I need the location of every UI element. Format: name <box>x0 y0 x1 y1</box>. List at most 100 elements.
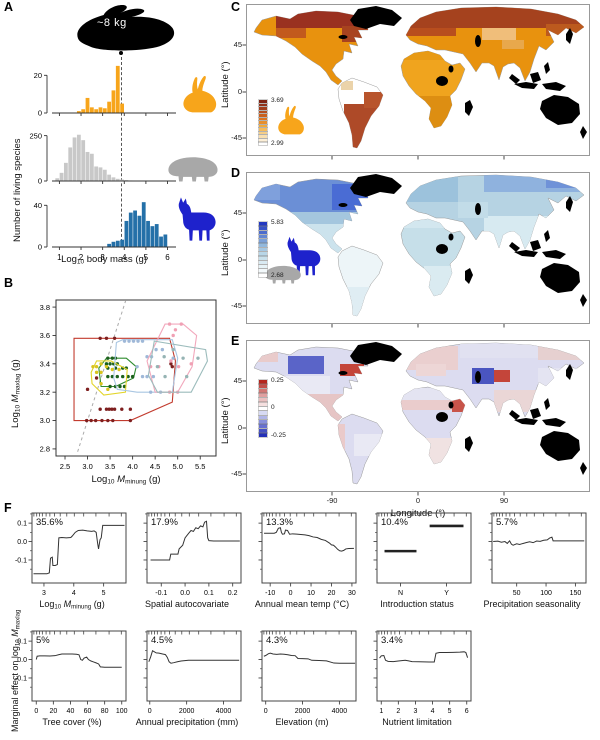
svg-text:13.3%: 13.3% <box>266 517 293 528</box>
d-lat-axis-label: Latitude (°) <box>220 229 231 276</box>
svg-text:4.0: 4.0 <box>127 462 137 471</box>
f-x-axis-label: Nutrient limitation <box>382 717 452 727</box>
a-y-axis-label: Number of living species <box>12 138 23 243</box>
lon-tick-n90: -90 <box>326 496 338 505</box>
svg-text:100: 100 <box>116 708 128 715</box>
svg-text:0.0: 0.0 <box>17 657 27 664</box>
svg-text:6: 6 <box>165 253 170 262</box>
svg-text:6: 6 <box>465 708 469 715</box>
svg-text:-10: -10 <box>265 590 275 597</box>
e-lat-45: 45 <box>233 376 242 385</box>
svg-text:0.1: 0.1 <box>204 590 214 597</box>
svg-text:-0.1: -0.1 <box>155 590 167 597</box>
colorbar-e-top: 0.25 <box>271 377 284 384</box>
f-x-axis-label: Elevation (m) <box>275 717 329 727</box>
svg-text:0: 0 <box>289 590 293 597</box>
svg-text:4: 4 <box>72 590 76 597</box>
svg-text:4.5: 4.5 <box>150 462 160 471</box>
c-lat-n45: -45 <box>231 133 242 142</box>
panel-label-d: D <box>231 166 241 180</box>
svg-text:30: 30 <box>348 590 356 597</box>
d-lat-0: 0 <box>237 255 242 264</box>
histogram-lagomorphs: 0 20 <box>34 65 176 118</box>
svg-text:0.2: 0.2 <box>228 590 238 597</box>
d-lat-n45: -45 <box>231 301 242 310</box>
panel-label-f: F <box>4 501 12 515</box>
svg-text:5: 5 <box>144 253 149 262</box>
panel-label-b: B <box>4 276 14 290</box>
world-map-lagomorph-mass <box>242 4 590 160</box>
deer-silhouette-icon <box>178 197 216 241</box>
capybara-silhouette-icon <box>168 157 218 182</box>
svg-text:1: 1 <box>57 253 62 262</box>
e-lat-axis-label: Latitude (°) <box>220 397 231 444</box>
svg-text:5.5: 5.5 <box>195 462 205 471</box>
svg-text:4000: 4000 <box>332 708 348 715</box>
svg-text:1: 1 <box>379 708 383 715</box>
svg-text:0: 0 <box>38 177 42 186</box>
f-plot-nutrient: 3.4% 1 2 3 4 5 6 Nutrient limitation <box>361 623 473 735</box>
svg-text:40: 40 <box>67 708 75 715</box>
svg-text:3.4: 3.4 <box>40 360 50 369</box>
svg-text:60: 60 <box>84 708 92 715</box>
world-map-ungulate-mass <box>242 172 590 328</box>
colorbar-e-bottom: -0.25 <box>271 432 286 439</box>
svg-text:3.6: 3.6 <box>40 331 50 340</box>
d-lat-45: 45 <box>233 208 242 217</box>
svg-text:0: 0 <box>38 243 42 252</box>
f-x-axis-label: Annual precipitation (mm) <box>135 717 239 727</box>
svg-text:0: 0 <box>148 708 152 715</box>
mass-marker-dot <box>119 51 123 55</box>
svg-text:2: 2 <box>396 708 400 715</box>
e-lat-0: 0 <box>237 423 242 432</box>
f-plot-treecover: 0.1 0.0 -0.1 5% 0 20 40 60 80 100 Tree cover (%) <box>15 623 128 735</box>
svg-text:0: 0 <box>264 708 268 715</box>
svg-text:80: 80 <box>101 708 109 715</box>
panel-label-e: E <box>231 334 240 348</box>
histogram-ungulates: 1 2 3 4 5 6 0 40 <box>34 201 176 262</box>
colorbar-d-top: 5.83 <box>271 219 284 226</box>
f-plot-precip-seasonality: 5.7% 50 100 150 Precipitation seasonality <box>476 505 588 617</box>
f-plot-autocovariate: 17.9% -0.1 0.0 0.1 0.2 Spatial autocovariate <box>131 505 243 617</box>
svg-text:0.1: 0.1 <box>17 639 27 646</box>
svg-text:40: 40 <box>34 201 42 210</box>
svg-text:4: 4 <box>122 253 127 262</box>
svg-text:10: 10 <box>307 590 315 597</box>
svg-text:3: 3 <box>42 590 46 597</box>
svg-text:3: 3 <box>100 253 105 262</box>
c-lat-0: 0 <box>237 87 242 96</box>
a-x-axis-label: Log10 body mass (g) <box>61 254 147 266</box>
svg-text:0: 0 <box>34 708 38 715</box>
svg-text:3: 3 <box>414 708 418 715</box>
lon-tick-0: 0 <box>415 496 421 505</box>
svg-text:250: 250 <box>29 131 42 140</box>
colorbar-c-bottom: 2.99 <box>271 140 284 147</box>
f-x-axis-label: Log10 Mminung (g) <box>39 599 105 611</box>
svg-text:5: 5 <box>102 590 106 597</box>
dashed-guide-line <box>121 57 122 247</box>
svg-text:4: 4 <box>431 708 435 715</box>
colorbar-c <box>258 99 268 146</box>
mass-annotation: ~8 kg <box>97 17 127 29</box>
svg-text:2000: 2000 <box>179 708 195 715</box>
svg-text:0.0: 0.0 <box>17 539 27 546</box>
colorbar-c-top: 3.69 <box>271 97 284 104</box>
svg-text:5%: 5% <box>36 635 50 646</box>
svg-text:0: 0 <box>38 109 42 118</box>
f-plot-precipitation: 4.5% 0 2000 4000 Annual precipitation (mm) <box>131 623 243 735</box>
svg-text:4000: 4000 <box>216 708 232 715</box>
svg-text:3.5: 3.5 <box>105 462 115 471</box>
svg-text:20: 20 <box>34 71 42 80</box>
svg-text:Y: Y <box>444 590 449 597</box>
b-x-axis-label: Log10 Mminung (g) <box>91 474 161 486</box>
svg-text:3.4%: 3.4% <box>381 635 403 646</box>
svg-text:0.0: 0.0 <box>180 590 190 597</box>
svg-text:35.6%: 35.6% <box>36 517 63 528</box>
svg-text:100: 100 <box>540 590 552 597</box>
svg-text:-0.1: -0.1 <box>15 676 27 683</box>
c-lat-45: 45 <box>233 40 242 49</box>
f-x-axis-label: Spatial autocovariate <box>144 599 230 609</box>
c-lat-axis-label: Latitude (°) <box>220 61 231 108</box>
svg-text:4.3%: 4.3% <box>266 635 288 646</box>
f-plot-introduction: 10.4% N Y Introduction status <box>361 505 473 617</box>
